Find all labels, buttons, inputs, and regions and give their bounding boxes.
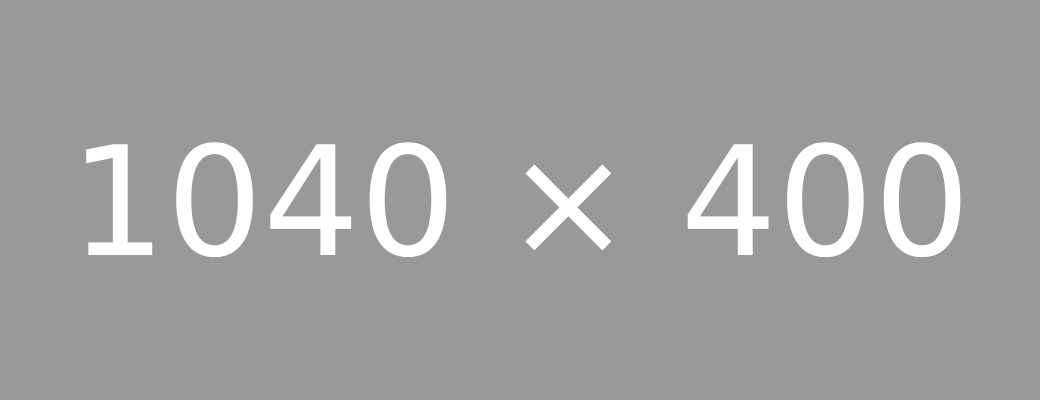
dimensions-label: 1040 × 400 (69, 114, 971, 291)
